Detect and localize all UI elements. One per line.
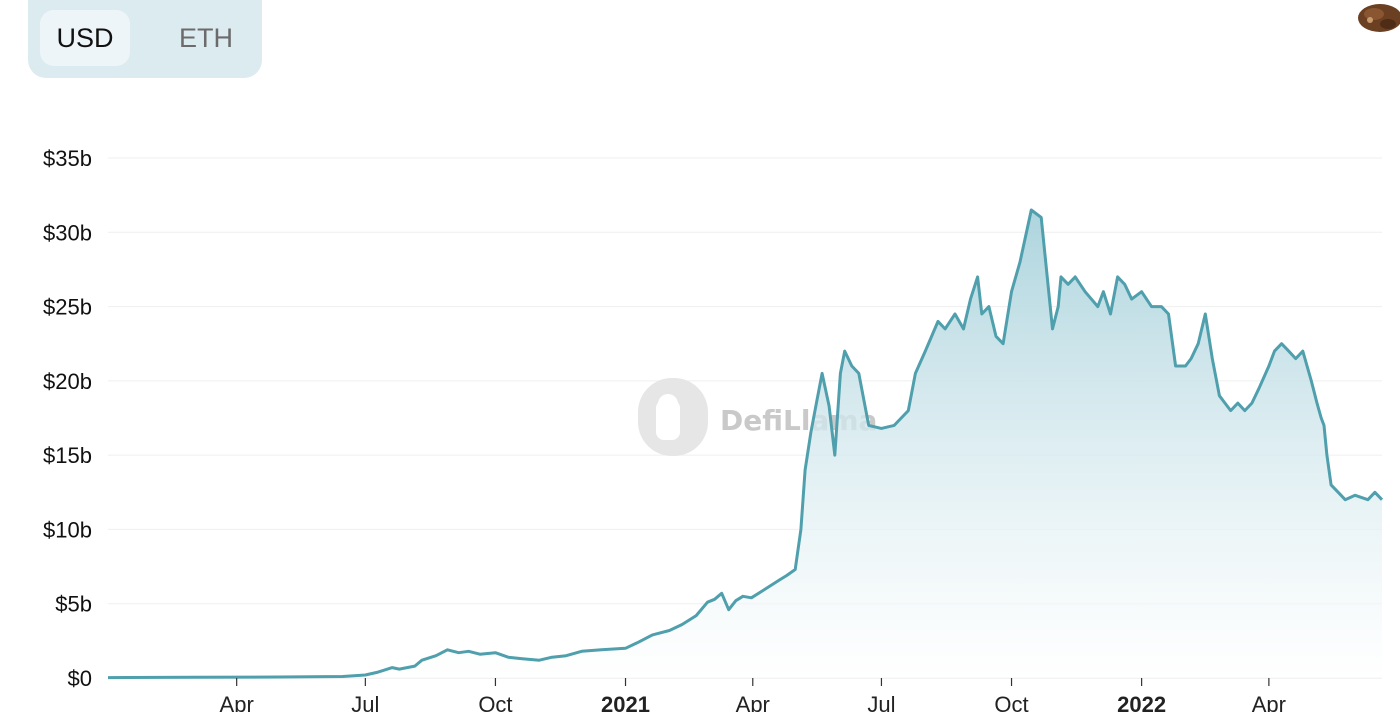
x-axis: Apr Jul Oct 2021 Apr Jul Oct 2022 Apr bbox=[220, 678, 1286, 712]
y-tick-label: $0 bbox=[68, 666, 92, 691]
y-tick-label: $20b bbox=[43, 369, 92, 394]
area-series bbox=[107, 208, 1384, 680]
x-tick-label: 2021 bbox=[601, 692, 650, 712]
llama-logo-icon bbox=[638, 378, 708, 456]
watermark: DefiLlama bbox=[638, 378, 877, 456]
x-tick-label: Apr bbox=[1252, 692, 1286, 712]
x-tick-label: Jul bbox=[351, 692, 379, 712]
mascot-icon bbox=[1358, 4, 1400, 32]
y-axis: $0 $5b $10b $15b $20b $25b $30b $35b bbox=[43, 146, 92, 691]
currency-toggle: USD ETH bbox=[28, 0, 262, 78]
area-fill bbox=[108, 210, 1382, 678]
y-tick-label: $30b bbox=[43, 220, 92, 245]
eth-toggle-button[interactable]: ETH bbox=[179, 23, 233, 53]
x-tick-label: Apr bbox=[220, 692, 254, 712]
y-tick-label: $10b bbox=[43, 517, 92, 542]
x-tick-label: 2022 bbox=[1117, 692, 1166, 712]
y-tick-label: $15b bbox=[43, 443, 92, 468]
usd-toggle-button[interactable]: USD bbox=[40, 10, 130, 66]
y-tick-label: $5b bbox=[55, 592, 92, 617]
y-tick-label: $35b bbox=[43, 146, 92, 171]
y-tick-label: $25b bbox=[43, 295, 92, 320]
x-tick-label: Oct bbox=[994, 692, 1028, 712]
x-tick-label: Apr bbox=[736, 692, 770, 712]
x-tick-label: Jul bbox=[867, 692, 895, 712]
x-tick-label: Oct bbox=[478, 692, 512, 712]
series-line bbox=[107, 208, 1384, 680]
